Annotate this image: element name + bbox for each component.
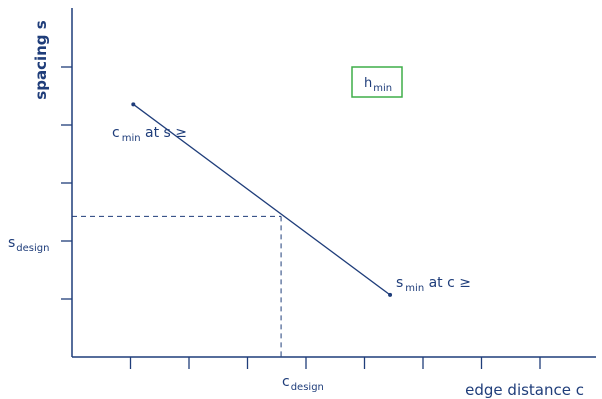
h-min-box [351, 66, 403, 98]
s-design-label: sdesign [8, 235, 49, 254]
x-axis-title: edge distance c [465, 381, 584, 399]
series-line [132, 103, 391, 296]
ticks [61, 66, 541, 369]
c-design-label: cdesign [282, 374, 324, 393]
y-axis-title: spacing s [32, 20, 50, 99]
h-min-label: hmin [364, 76, 392, 94]
point-s-min [388, 292, 393, 297]
annotation-c-min: c min at s ≥ [112, 125, 187, 144]
annotation-s-min: s min at c ≥ [396, 275, 471, 294]
point-c-min [131, 102, 136, 107]
